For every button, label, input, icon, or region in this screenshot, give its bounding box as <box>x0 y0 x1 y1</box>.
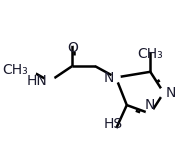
Circle shape <box>45 76 55 87</box>
Circle shape <box>112 73 120 82</box>
Circle shape <box>160 88 168 97</box>
Text: HN: HN <box>27 74 48 88</box>
Text: N: N <box>145 98 156 112</box>
Circle shape <box>144 38 156 52</box>
Circle shape <box>108 128 119 141</box>
Text: O: O <box>67 41 78 55</box>
Text: CH₃: CH₃ <box>2 63 28 77</box>
Text: CH₃: CH₃ <box>137 47 163 61</box>
Text: HS: HS <box>104 117 123 131</box>
Circle shape <box>67 34 77 45</box>
Text: N: N <box>104 71 114 84</box>
Circle shape <box>23 62 36 78</box>
Text: N: N <box>166 86 176 100</box>
Circle shape <box>146 109 155 118</box>
